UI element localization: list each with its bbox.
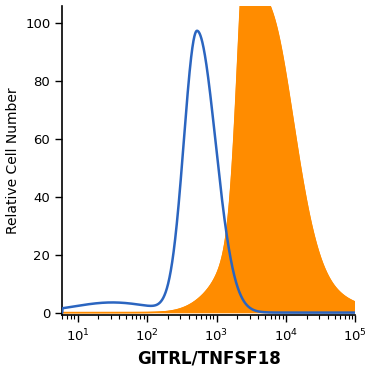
X-axis label: GITRL/TNFSF18: GITRL/TNFSF18 <box>137 350 281 367</box>
Y-axis label: Relative Cell Number: Relative Cell Number <box>6 87 19 234</box>
